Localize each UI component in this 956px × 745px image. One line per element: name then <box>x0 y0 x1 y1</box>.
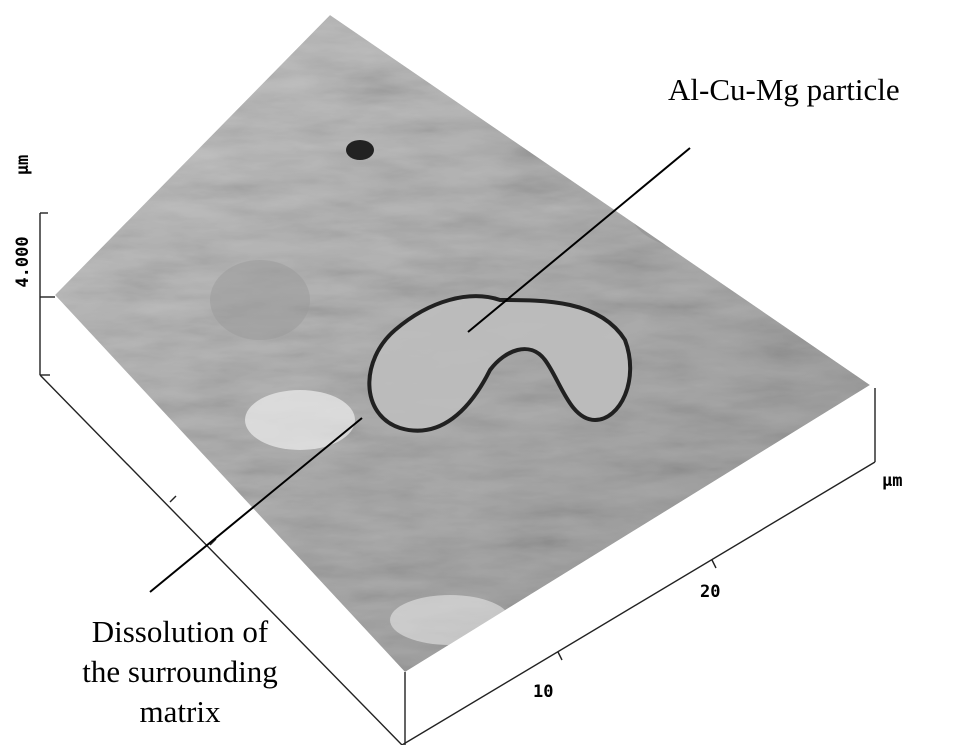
afm-figure: Al-Cu-Mg particle Dissolution of the sur… <box>0 0 956 745</box>
tick-label: 20 <box>700 582 720 602</box>
tick-label: 10 <box>533 682 553 702</box>
annotation: Al-Cu-Mg particle <box>668 72 900 107</box>
annotation: Dissolution of <box>92 614 269 649</box>
z-unit: µm <box>13 155 33 175</box>
annotation: matrix <box>140 694 221 729</box>
z-tick-label: 4.000 <box>13 236 33 287</box>
xy-unit: µm <box>882 471 902 491</box>
annotation: the surrounding <box>82 654 277 689</box>
afm-surface <box>55 15 870 672</box>
